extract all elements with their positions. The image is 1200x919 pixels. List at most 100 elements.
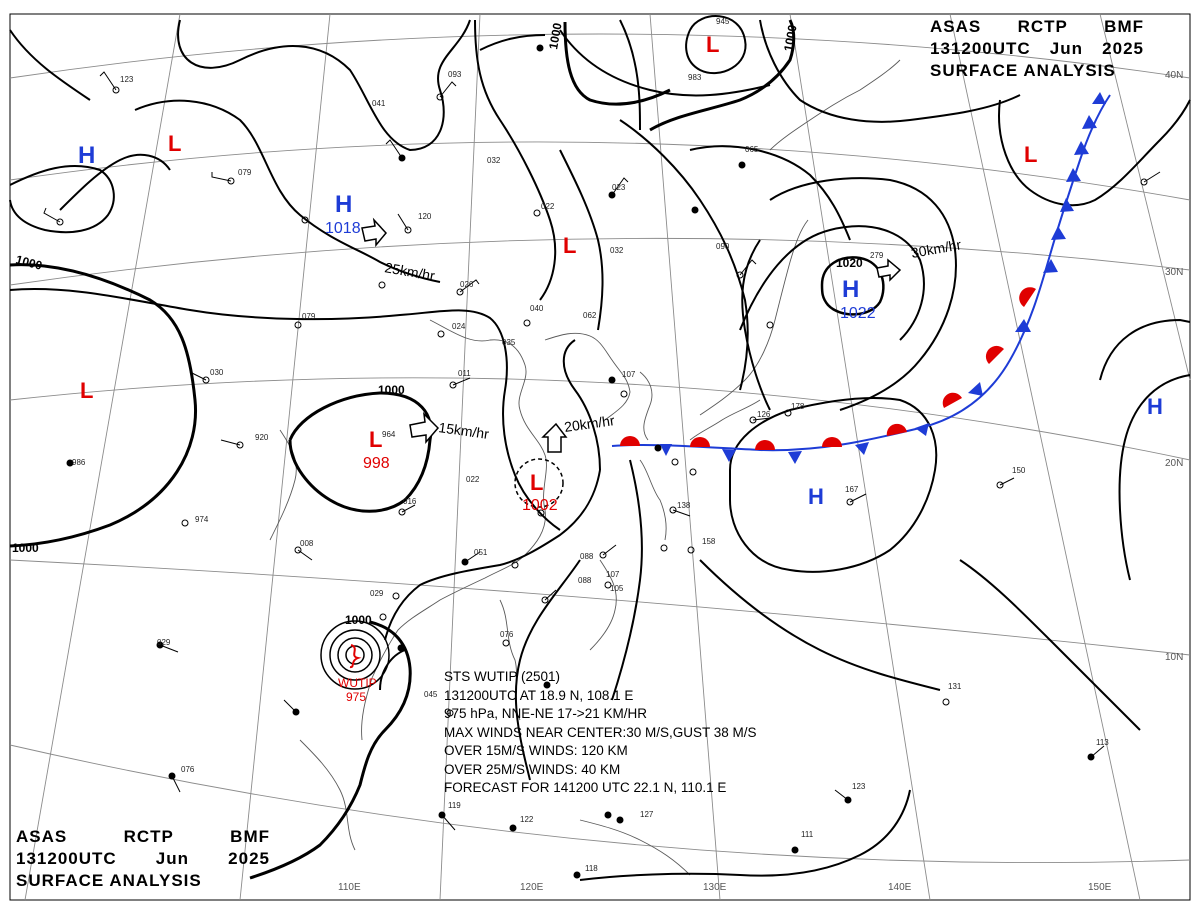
storm-forecast-line: FORECAST FOR 141200 UTC 22.1 N, 110.1 E xyxy=(444,780,727,795)
longitude-label: 130E xyxy=(703,882,727,893)
station-code: 040 xyxy=(530,304,544,313)
storm-name-line: STS WUTIP (2501) xyxy=(444,669,561,684)
station-code: 088 xyxy=(578,576,592,585)
station-code: 041 xyxy=(372,99,386,108)
station-code: 008 xyxy=(300,539,314,548)
latitude-label: 20N xyxy=(1165,458,1183,469)
header-year: 2025 xyxy=(228,849,270,868)
station-code: 983 xyxy=(688,73,702,82)
isobar-label: 1000 xyxy=(781,23,799,52)
header-title: SURFACE ANALYSIS xyxy=(16,871,202,890)
low-center-l: L xyxy=(563,233,576,258)
isobar-label: 1000 xyxy=(378,383,405,397)
typhoon-pressure: 975 xyxy=(346,690,366,704)
station-code: 131 xyxy=(948,682,962,691)
station-code: 964 xyxy=(382,430,396,439)
station-code: 076 xyxy=(500,630,514,639)
header-center: RCTP xyxy=(123,827,174,846)
station-code: 107 xyxy=(606,570,620,579)
motion-speed-label: 25km/hr xyxy=(383,259,436,284)
motion-speed-label: 15km/hr xyxy=(438,419,491,442)
station-code: 065 xyxy=(745,145,759,154)
station-code: 158 xyxy=(702,537,716,546)
latitude-label: 30N xyxy=(1165,267,1183,278)
high-center-h: H xyxy=(842,276,859,303)
station-symbols xyxy=(56,44,1148,879)
latitude-label: 40N xyxy=(1165,70,1183,81)
station-code: 030 xyxy=(210,368,224,377)
header-month: Jun xyxy=(1049,39,1084,58)
station-code: 024 xyxy=(452,322,466,331)
longitude-label: 150E xyxy=(1088,882,1112,893)
station-code: 111 xyxy=(801,830,814,839)
low-1002-dashed-ring xyxy=(514,458,564,508)
high-pressure-value: 1018 xyxy=(325,220,361,237)
station-code: 011 xyxy=(458,369,471,378)
isobar-label: 1000 xyxy=(345,613,372,627)
high-pressure-value: 1022 xyxy=(840,305,876,322)
isobars-thin xyxy=(379,34,1141,881)
station-code: 126 xyxy=(757,410,771,419)
low-center-l: L xyxy=(168,131,181,156)
station-code: 120 xyxy=(418,212,432,221)
header-code: BMF xyxy=(1104,17,1144,36)
station-code: 093 xyxy=(448,70,462,79)
storm-15ms-radius-line: OVER 15M/S WINDS: 120 KM xyxy=(444,743,628,758)
low-center-l: L xyxy=(1024,142,1037,167)
low-center-l: L xyxy=(369,427,382,452)
longitude-label: 140E xyxy=(888,882,912,893)
high-center-h: H xyxy=(808,484,824,509)
station-code: 026 xyxy=(460,280,474,289)
station-code: 138 xyxy=(677,501,691,510)
station-code: 076 xyxy=(181,765,195,774)
low-pressure-value: 1002 xyxy=(522,497,558,514)
longitude-label: 110E xyxy=(338,882,361,893)
station-code: 122 xyxy=(520,815,534,824)
high-center-h: H xyxy=(335,191,352,218)
map-frame xyxy=(9,13,1191,901)
station-code: 945 xyxy=(716,17,730,26)
station-code: 032 xyxy=(610,246,624,255)
header-agency: ASAS xyxy=(16,827,68,846)
high-center-h: H xyxy=(1147,394,1163,419)
station-code: 123 xyxy=(852,782,866,791)
isobar-label: 1000 xyxy=(12,541,39,555)
station-code: 090 xyxy=(716,242,730,251)
storm-pressure-line: 975 hPa, NNE-NE 17->21 KM/HR xyxy=(444,706,647,721)
latitude-label: 10N xyxy=(1165,652,1183,663)
station-code: 113 xyxy=(1096,738,1109,747)
motion-arrows xyxy=(361,217,902,453)
station-code: 032 xyxy=(487,156,501,165)
isobars-bold xyxy=(9,19,885,880)
station-code: 107 xyxy=(622,370,636,379)
header-agency: ASAS xyxy=(930,17,982,36)
station-code: 079 xyxy=(238,168,252,177)
station-code: 178 xyxy=(791,402,805,411)
station-code: 279 xyxy=(870,251,884,260)
storm-25ms-radius-line: OVER 25M/S WINDS: 40 KM xyxy=(444,761,621,777)
header-year: 2025 xyxy=(1102,39,1144,58)
isobar-label: 1000 xyxy=(546,21,564,50)
typhoon-name: WUTIP xyxy=(338,676,377,690)
station-code: 920 xyxy=(255,433,269,442)
high-center-h: H xyxy=(78,142,95,169)
station-code: 079 xyxy=(302,312,316,321)
header-month: Jun xyxy=(155,849,190,868)
storm-info-block: STS WUTIP (2501) 131200UTC AT 18.9 N, 10… xyxy=(444,668,757,798)
station-code: 127 xyxy=(640,810,654,819)
low-center-l: L xyxy=(706,32,719,57)
storm-max-winds-line: MAX WINDS NEAR CENTER:30 M/S,GUST 38 M/S xyxy=(444,724,757,740)
chart-header-bottom-left: ASAS RCTP BMF 131200UTC Jun 2025 SURFACE ANA… xyxy=(16,826,270,892)
station-code: 150 xyxy=(1012,466,1026,475)
station-code: 023 xyxy=(612,183,626,192)
low-center-l: L xyxy=(530,470,543,495)
station-code: 045 xyxy=(424,690,438,699)
header-center: RCTP xyxy=(1017,17,1068,36)
station-code: 167 xyxy=(845,485,859,494)
station-code: 105 xyxy=(610,584,624,593)
station-code: 035 xyxy=(502,338,516,347)
low-center-l: L xyxy=(80,378,93,403)
station-code: 029 xyxy=(370,589,384,598)
